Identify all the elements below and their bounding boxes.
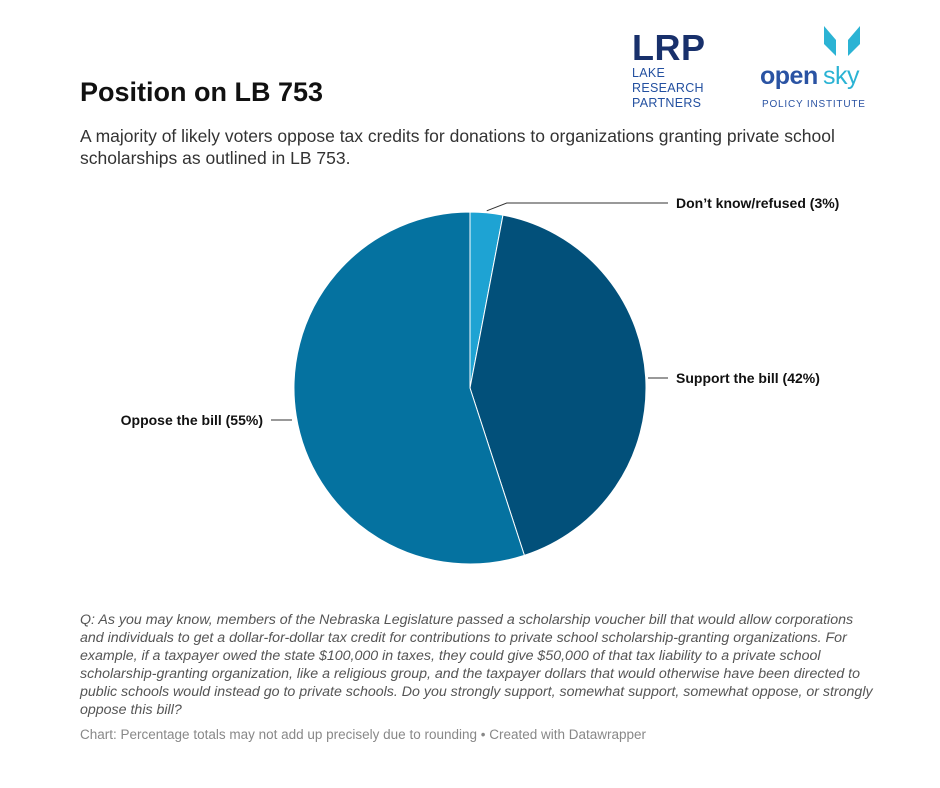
chart-footer: Chart: Percentage totals may not add up …: [80, 727, 647, 742]
lrp-logo: LRP LAKE RESEARCH PARTNERS: [632, 30, 706, 111]
chart-subtitle: A majority of likely voters oppose tax c…: [80, 126, 835, 168]
opensky-logo-word-sky: sky: [823, 62, 860, 90]
pie-chart: Don’t know/refused (3%) Support the bill …: [121, 195, 840, 565]
lrp-logo-line-2: RESEARCH: [632, 81, 704, 95]
question-note: Q: As you may know, members of the Nebra…: [80, 612, 873, 718]
pie-slice: [469, 214, 647, 557]
slice-label: Support the bill (42%): [676, 370, 820, 386]
lrp-logo-line-3: PARTNERS: [632, 96, 702, 110]
slice-label: Don’t know/refused (3%): [676, 195, 839, 211]
label-leader-line: [486, 202, 668, 212]
pie-slice: [293, 211, 526, 565]
opensky-logo: open sky POLICY INSTITUTE: [760, 22, 870, 112]
opensky-logo-word-open: open: [760, 62, 818, 90]
pie-slices: [293, 211, 647, 565]
chart-title: Position on LB 753: [80, 77, 324, 107]
lrp-logo-mark: LRP: [632, 27, 706, 68]
lrp-logo-line-1: LAKE: [632, 66, 666, 80]
opensky-logo-subtitle: POLICY INSTITUTE: [762, 99, 866, 110]
slice-label: Oppose the bill (55%): [121, 412, 263, 428]
opensky-mark-icon: [824, 26, 860, 56]
pie-labels: Don’t know/refused (3%) Support the bill …: [121, 195, 840, 428]
